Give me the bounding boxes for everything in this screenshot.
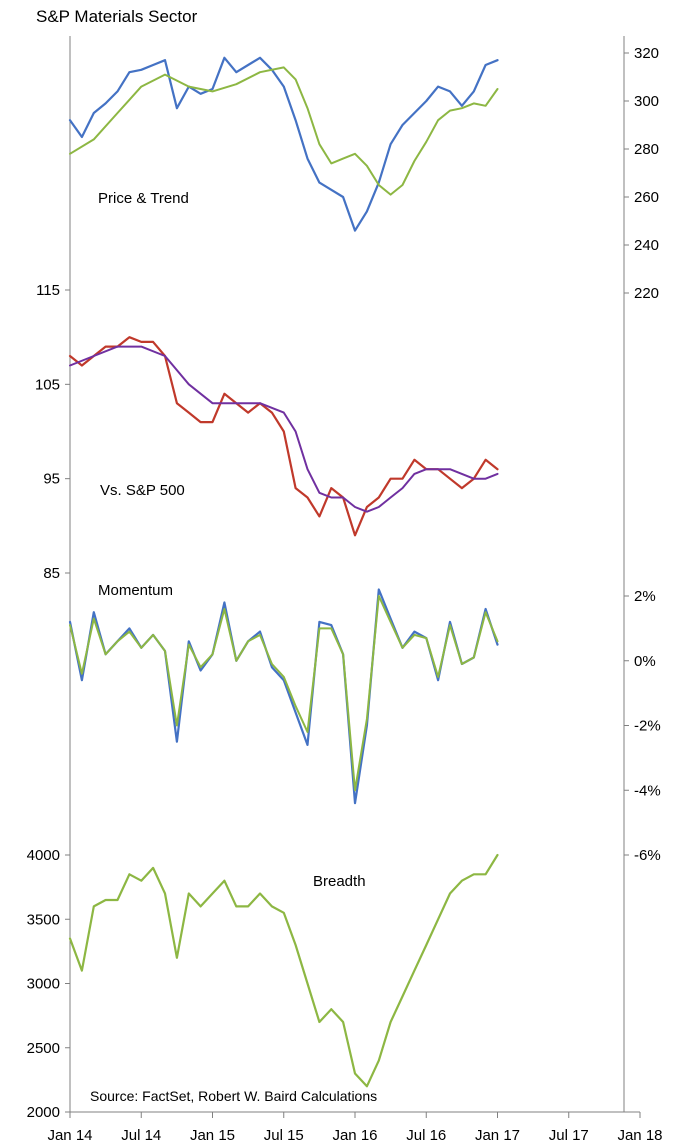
breadth-tick-label: 2500 [27, 1040, 60, 1057]
momentum-tick-label: -6% [634, 847, 661, 864]
price-tick-label: 240 [634, 237, 659, 254]
x-tick-label: Jul 14 [121, 1127, 161, 1144]
chart-title: S&P Materials Sector [36, 7, 198, 26]
price-tick-label: 320 [634, 45, 659, 62]
price-tick-label: 280 [634, 141, 659, 158]
price-tick-label: 260 [634, 189, 659, 206]
momentum-tick-label: -4% [634, 782, 661, 799]
momentum-tick-label: -2% [634, 718, 661, 735]
breadth-panel-label: Breadth [313, 873, 366, 890]
relative-trend-line [69, 345, 499, 513]
price-trend-line [69, 66, 499, 196]
relative-relative-line [68, 336, 499, 537]
momentum-momentum-line [68, 588, 499, 805]
source-note: Source: FactSet, Robert W. Baird Calcula… [90, 1088, 377, 1104]
relative-tick-label: 105 [35, 376, 60, 393]
x-tick-label: Jul 16 [406, 1127, 446, 1144]
momentum-tick-label: 2% [634, 588, 656, 605]
relative-tick-label: 85 [43, 565, 60, 582]
momentum-tick-label: 0% [634, 653, 656, 670]
relative-panel-label: Vs. S&P 500 [100, 482, 185, 499]
price-price-line [68, 56, 499, 232]
breadth-tick-label: 4000 [27, 847, 60, 864]
momentum-trend-line [69, 595, 499, 792]
relative-tick-label: 95 [43, 471, 60, 488]
x-tick-label: Jan 18 [617, 1127, 662, 1144]
price-tick-label: 220 [634, 285, 659, 302]
breadth-tick-label: 3000 [27, 976, 60, 993]
breadth-tick-label: 3500 [27, 911, 60, 928]
price-panel-label: Price & Trend [98, 190, 189, 207]
relative-tick-label: 115 [36, 282, 60, 299]
x-tick-label: Jul 15 [264, 1127, 304, 1144]
x-tick-label: Jan 15 [190, 1127, 235, 1144]
x-tick-label: Jul 17 [549, 1127, 589, 1144]
x-tick-label: Jan 17 [475, 1127, 520, 1144]
breadth-breadth-line [68, 853, 499, 1088]
x-tick-label: Jan 14 [47, 1127, 92, 1144]
momentum-panel-label: Momentum [98, 582, 173, 599]
x-tick-label: Jan 16 [332, 1127, 377, 1144]
price-tick-label: 300 [634, 93, 659, 110]
breadth-tick-label: 2000 [27, 1104, 60, 1121]
